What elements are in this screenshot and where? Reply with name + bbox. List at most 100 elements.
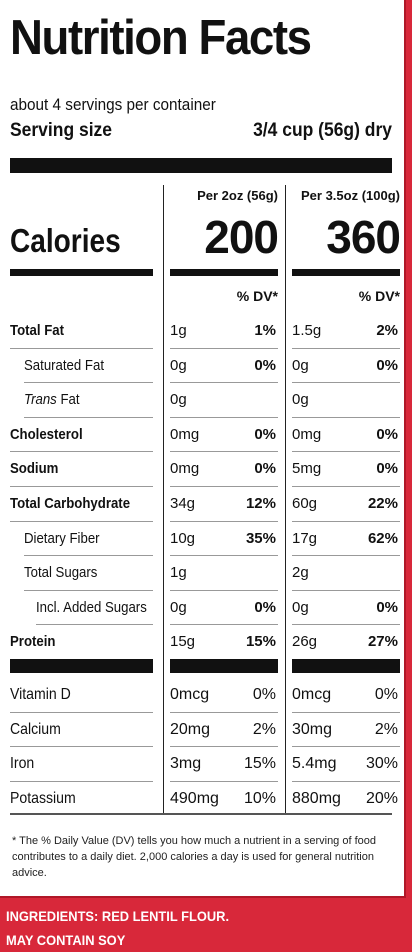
col2-amount: 0g	[292, 391, 309, 409]
nutrient-name-text: Total Sugars	[24, 564, 98, 582]
row-divider	[170, 347, 278, 349]
calories-divider-col1	[170, 269, 278, 276]
col2-amount: 0g	[292, 598, 309, 616]
col2-amount: 30mg	[292, 720, 333, 738]
vitamin-divider-label	[10, 659, 153, 673]
vitamin-name: Iron	[10, 755, 35, 773]
col2-amount: 880mg	[292, 789, 341, 807]
row-divider	[292, 416, 400, 418]
nutrient-row: Total Carbohydrate 34g 12% 60g 22%	[10, 487, 398, 521]
row-divider	[10, 746, 153, 748]
row-divider	[292, 555, 400, 557]
col1-amount: 0mg	[170, 460, 200, 478]
nutrition-facts-panel: Nutrition Facts about 4 servings per con…	[0, 0, 406, 898]
dv-header-col2: % DV*	[358, 288, 400, 304]
nutrient-name: Total Sugars	[24, 564, 97, 581]
row-divider	[292, 711, 400, 713]
nutrient-name-text: Cholesterol	[10, 425, 83, 443]
footnote-divider	[10, 813, 392, 815]
nutrient-name: Sodium	[10, 460, 58, 477]
col2-amount: 60g	[292, 495, 318, 512]
vitamin-divider-col1	[170, 659, 278, 673]
col2-dv: 2%	[376, 322, 398, 339]
row-divider	[24, 589, 153, 591]
row-divider	[170, 624, 278, 626]
nutrient-name-italic: Trans	[24, 391, 57, 409]
nutrient-name-text: Total Carbohydrate	[10, 495, 131, 512]
col1-amount: 34g	[170, 495, 196, 512]
col1-dv: 0%	[254, 356, 276, 374]
ingredients-line: INGREDIENTS: RED LENTIL FLOUR.	[6, 908, 230, 924]
row-divider	[292, 347, 400, 349]
row-divider	[170, 416, 278, 418]
col2-dv: 0%	[376, 356, 398, 374]
dv-footnote: * The % Daily Value (DV) tells you how m…	[12, 835, 376, 879]
col1-dv: 2%	[252, 720, 276, 738]
col1-amount: 0g	[170, 598, 187, 616]
col2-amount: 5mg	[292, 460, 322, 478]
col1-dv: 0%	[254, 425, 276, 443]
col2-dv: 22%	[367, 495, 398, 512]
row-divider	[170, 780, 278, 782]
row-divider	[292, 382, 400, 384]
col1-dv: 1%	[254, 322, 276, 339]
nutrient-name: Cholesterol	[10, 426, 83, 443]
column-divider-1	[163, 185, 164, 813]
col2-dv: 0%	[376, 460, 398, 478]
row-divider	[10, 451, 153, 453]
calories-divider-label	[10, 269, 153, 276]
nutrient-name: Incl. Added Sugars	[36, 599, 147, 616]
col1-amount: 490mg	[170, 789, 219, 807]
nutrient-name: Total Fat	[10, 322, 64, 339]
row-divider	[10, 486, 153, 487]
calories-col2: 360	[326, 211, 401, 263]
col1-dv: 0%	[254, 460, 276, 478]
col1-dv: 15%	[243, 755, 276, 773]
nutrient-row: Saturated Fat 0g 0% 0g 0%	[10, 349, 398, 383]
col2-amount: 1.5g	[292, 322, 322, 339]
nutrient-row: Trans Fat 0g 0g	[10, 383, 392, 417]
vitamin-row: Iron 3mg 15% 5.4mg 30%	[10, 747, 398, 781]
nutrient-row: Incl. Added Sugars 0g 0% 0g 0%	[10, 591, 398, 625]
serving-size-row: Serving size 3/4 cup (56g) dry	[10, 120, 392, 142]
col2-dv: 62%	[367, 529, 398, 547]
row-divider	[170, 520, 278, 522]
dv-header-col1: % DV*	[236, 288, 278, 304]
row-divider	[10, 780, 153, 782]
nutrient-name-text: Saturated Fat	[24, 356, 104, 374]
col2-amount: 0g	[292, 356, 309, 374]
nutrient-name: Dietary Fiber	[24, 530, 100, 547]
nutrient-name: Total Carbohydrate	[10, 495, 130, 512]
col2-amount: 26g	[292, 633, 318, 651]
row-divider	[292, 589, 400, 591]
row-divider	[170, 382, 278, 384]
vitamin-row: Calcium 20mg 2% 30mg 2%	[10, 713, 398, 747]
col2-amount: 0mcg	[292, 686, 332, 703]
col1-amount: 0mg	[170, 425, 200, 443]
vitamin-name: Calcium	[10, 720, 61, 738]
row-divider	[292, 486, 400, 487]
col1-amount: 1g	[170, 322, 187, 339]
row-divider	[24, 382, 153, 384]
col1-dv: 12%	[245, 495, 276, 512]
nutrient-name-text: Protein	[10, 633, 56, 651]
col1-dv: 15%	[245, 633, 276, 651]
col1-amount: 20mg	[170, 720, 211, 738]
col1-amount: 15g	[170, 633, 196, 651]
row-divider	[10, 520, 153, 522]
col1-amount: 0g	[170, 391, 187, 409]
col2-amount: 0mg	[292, 425, 322, 443]
nutrient-name-text: Total Fat	[10, 322, 65, 339]
nutrient-row: Dietary Fiber 10g 35% 17g 62%	[10, 522, 398, 556]
column-divider-2	[285, 185, 286, 813]
vitamin-row: Vitamin D 0mcg 0% 0mcg 0%	[10, 678, 398, 712]
col2-amount: 17g	[292, 529, 318, 547]
row-divider	[170, 711, 278, 713]
row-divider	[10, 711, 153, 713]
col1-dv: 35%	[245, 529, 276, 547]
nutrient-name: Protein	[10, 633, 55, 650]
row-divider	[24, 555, 153, 557]
col2-dv: 0%	[376, 598, 398, 616]
row-divider	[292, 780, 400, 782]
row-divider	[170, 486, 278, 487]
